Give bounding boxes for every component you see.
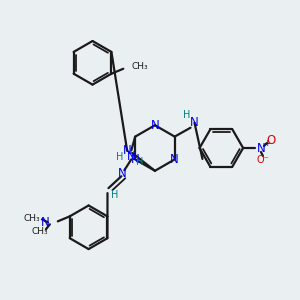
Text: N: N <box>123 145 132 158</box>
Text: O⁻: O⁻ <box>256 155 269 165</box>
Text: H: H <box>136 158 144 167</box>
Text: N: N <box>170 153 179 166</box>
Text: H: H <box>116 152 123 162</box>
Text: H: H <box>111 190 118 200</box>
Text: N: N <box>256 142 265 154</box>
Text: CH₃: CH₃ <box>31 227 48 236</box>
Text: +: + <box>263 139 271 148</box>
Text: H: H <box>183 110 190 120</box>
Text: N: N <box>127 150 136 163</box>
Text: O: O <box>266 134 275 147</box>
Text: N: N <box>151 119 159 132</box>
Text: N: N <box>41 216 50 229</box>
Text: CH₃: CH₃ <box>131 62 148 71</box>
Text: N: N <box>131 153 140 166</box>
Text: N: N <box>190 116 199 129</box>
Text: N: N <box>118 167 127 180</box>
Text: CH₃: CH₃ <box>23 214 40 223</box>
